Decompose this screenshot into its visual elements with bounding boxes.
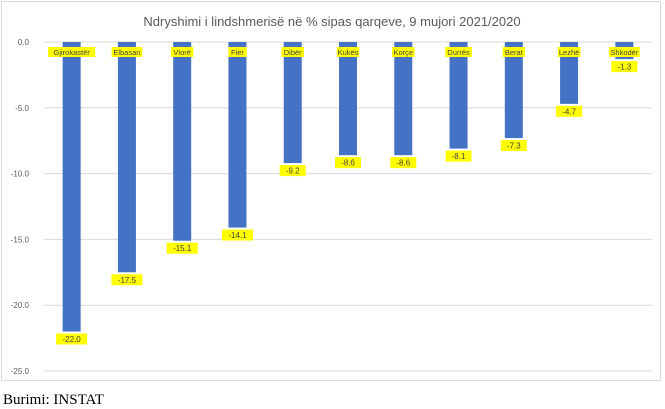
value-label-bg: [390, 157, 417, 169]
category-labels: Gjirokastër Elbasan Vlorë Fier Dibër Kukës Kor…: [48, 47, 640, 57]
value-label-bg: [500, 140, 527, 152]
value-label-bg: [111, 274, 143, 286]
value-label-bg: [335, 157, 361, 169]
value-label-bg: [56, 333, 88, 345]
category-label-bg: [111, 47, 143, 57]
bar: [449, 42, 468, 149]
value-label: -14.1: [228, 231, 247, 240]
bar: [228, 42, 247, 228]
y-tick-label: -20.0: [11, 301, 30, 310]
chart-frame: Ndryshimi i lindshmerisë në % sipas qarq…: [1, 1, 661, 381]
value-label: -8.6: [341, 159, 355, 168]
bar: [504, 42, 523, 139]
category-label-bg: [445, 47, 472, 57]
category-label: Vlorë: [173, 48, 191, 57]
bar-chart: Ndryshimi i lindshmerisë në % sipas qarq…: [11, 14, 652, 376]
y-tick-label: -25.0: [11, 367, 30, 376]
chart-title: Ndryshimi i lindshmerisë në % sipas qarq…: [143, 14, 520, 29]
bar: [62, 42, 81, 332]
value-label-bg: [445, 150, 472, 162]
bar: [560, 42, 579, 104]
category-label-bg: [228, 47, 247, 57]
value-label: -8.6: [396, 159, 410, 168]
y-tick-label: -15.0: [11, 235, 30, 244]
category-label-bg: [609, 47, 640, 57]
value-labels: -22.0 -17.5 -15.1 -14.1 -9.2 -8.6 -8.6 -8.1 -7.3…: [56, 61, 638, 345]
category-label: Berat: [505, 48, 524, 57]
value-label-bg: [221, 229, 253, 241]
category-label: Gjirokastër: [54, 48, 91, 57]
category-label-bg: [336, 47, 360, 57]
bar: [117, 42, 136, 273]
value-label: -1.3: [617, 63, 631, 72]
category-label: Elbasan: [113, 48, 140, 57]
category-label: Kukës: [338, 48, 359, 57]
bar: [339, 42, 357, 156]
value-label-bg: [611, 61, 638, 73]
bar: [394, 42, 413, 156]
category-label-bg: [48, 47, 96, 57]
value-label: -22.0: [63, 335, 82, 344]
value-label: -15.1: [173, 244, 192, 253]
bar: [173, 42, 192, 241]
value-label: -17.5: [118, 276, 137, 285]
value-label: -4.7: [562, 107, 576, 116]
y-tick-label: 0.0: [18, 38, 30, 47]
category-label-bg: [170, 47, 194, 57]
gridlines: [44, 41, 652, 372]
category-label-bg: [281, 47, 304, 57]
category-label: Shkodër: [610, 48, 638, 57]
category-label-bg: [392, 47, 415, 57]
source-note: Burimi: INSTAT: [3, 392, 104, 408]
category-label: Durrës: [447, 48, 470, 57]
value-label: -7.3: [507, 142, 521, 151]
category-label-bg: [557, 47, 581, 57]
category-label: Korçe: [393, 48, 413, 57]
bars: [62, 42, 634, 332]
value-label-bg: [556, 105, 583, 117]
value-label: -9.2: [286, 167, 300, 176]
category-label: Lezhë: [559, 48, 579, 57]
category-label-bg: [502, 47, 526, 57]
value-label-bg: [166, 242, 198, 254]
value-label: -8.1: [452, 152, 466, 161]
y-axis-ticks: 0.0 -5.0 -10.0 -15.0 -20.0 -25.0: [11, 38, 30, 376]
y-tick-label: -10.0: [11, 170, 30, 179]
value-label-bg: [279, 165, 306, 177]
y-tick-label: -5.0: [15, 104, 29, 113]
category-label: Dibër: [284, 48, 302, 57]
bar: [283, 42, 302, 164]
category-label: Fier: [231, 48, 244, 57]
